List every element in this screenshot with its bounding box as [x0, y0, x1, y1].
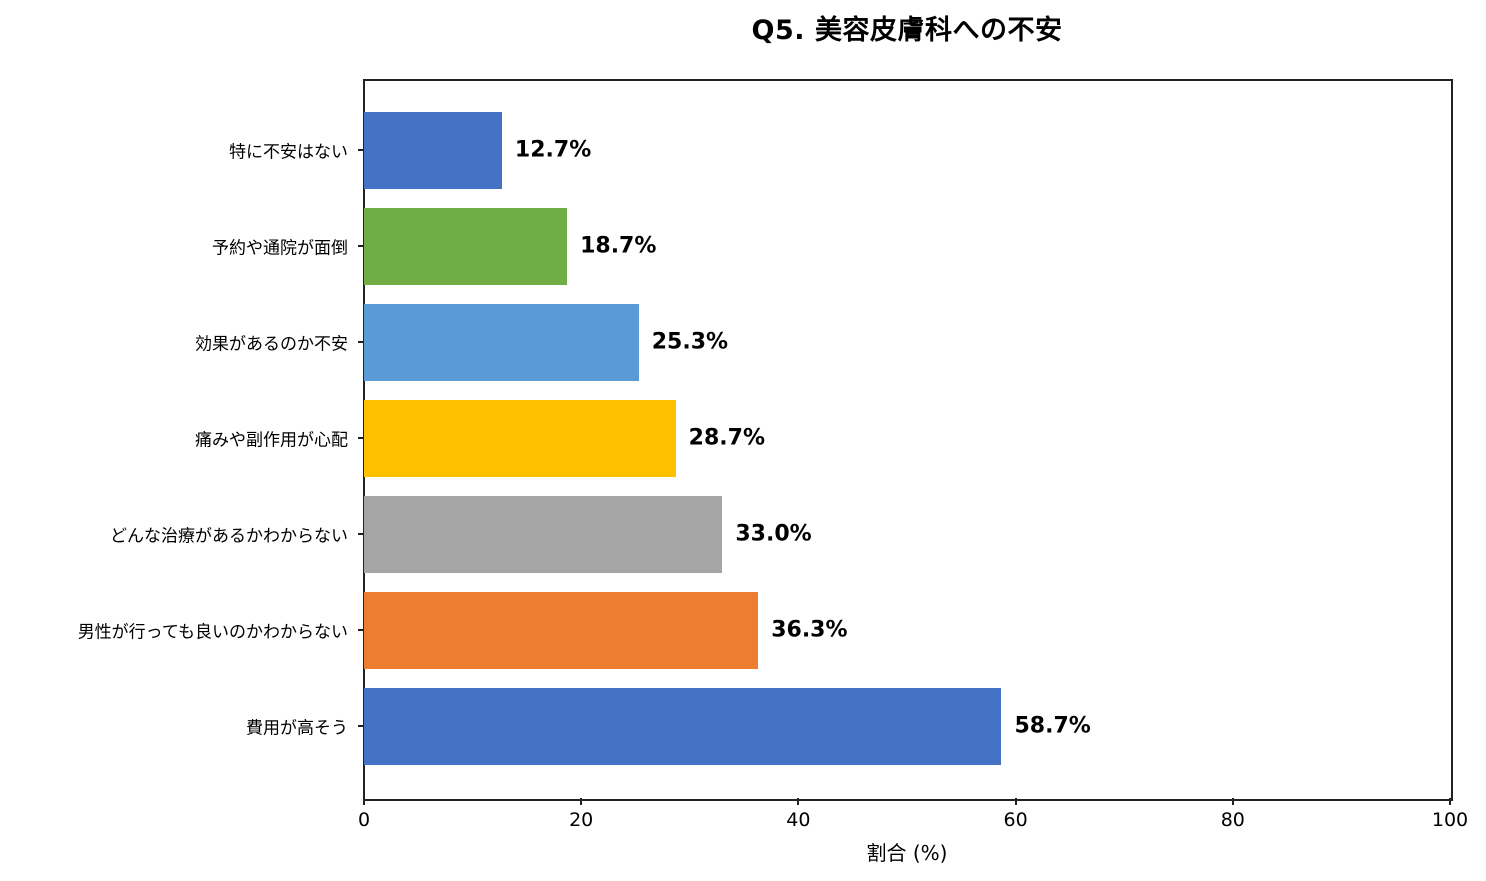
- bar: [364, 111, 502, 189]
- bar: [364, 399, 676, 477]
- bar: [364, 687, 1002, 765]
- bar-value-label: 25.3%: [651, 329, 729, 355]
- bar-value-label: 12.7%: [514, 137, 592, 163]
- x-tick-label: 80: [1220, 809, 1245, 831]
- x-tick-label: 40: [786, 809, 811, 831]
- y-tick-label: 痛みや副作用が心配: [195, 430, 348, 451]
- y-tick: [358, 245, 364, 247]
- bar: [364, 495, 723, 573]
- x-tick-label: 20: [569, 809, 594, 831]
- bar-value-label: 33.0%: [735, 521, 812, 547]
- x-tick-label: 60: [1003, 809, 1028, 831]
- x-tick: [1014, 798, 1017, 805]
- x-tick: [797, 798, 800, 805]
- bar-value-label: 36.3%: [771, 617, 848, 643]
- bar-value-label: 18.7%: [580, 233, 657, 259]
- y-tick-label: どんな治療があるかわからない: [110, 526, 348, 547]
- x-axis-title: 割合 (%): [866, 841, 948, 865]
- x-tick-label: 100: [1431, 809, 1469, 831]
- x-tick: [580, 798, 583, 805]
- y-tick-label: 費用が高そう: [246, 718, 348, 739]
- bar-value-label: 28.7%: [688, 425, 765, 451]
- x-tick: [1449, 798, 1451, 805]
- y-tick: [358, 725, 364, 727]
- bar: [364, 303, 639, 381]
- x-tick: [363, 798, 365, 805]
- y-tick-label: 男性が行っても良いのかわからない: [77, 622, 348, 643]
- bar: [364, 207, 568, 285]
- x-tick: [1231, 798, 1234, 805]
- bar-value-label: 58.7%: [1014, 713, 1091, 739]
- y-tick: [358, 629, 364, 631]
- y-tick: [358, 149, 364, 151]
- bar: [364, 591, 759, 669]
- y-tick: [358, 533, 364, 535]
- y-tick-label: 特に不安はない: [229, 142, 348, 163]
- y-tick-label: 予約や通院が面倒: [212, 238, 348, 259]
- y-tick: [358, 437, 364, 439]
- y-tick: [358, 341, 364, 343]
- y-tick-label: 効果があるのか不安: [195, 334, 348, 355]
- x-tick-label: 0: [357, 809, 371, 831]
- chart-title: Q5. 美容皮膚科への不安: [751, 15, 1063, 46]
